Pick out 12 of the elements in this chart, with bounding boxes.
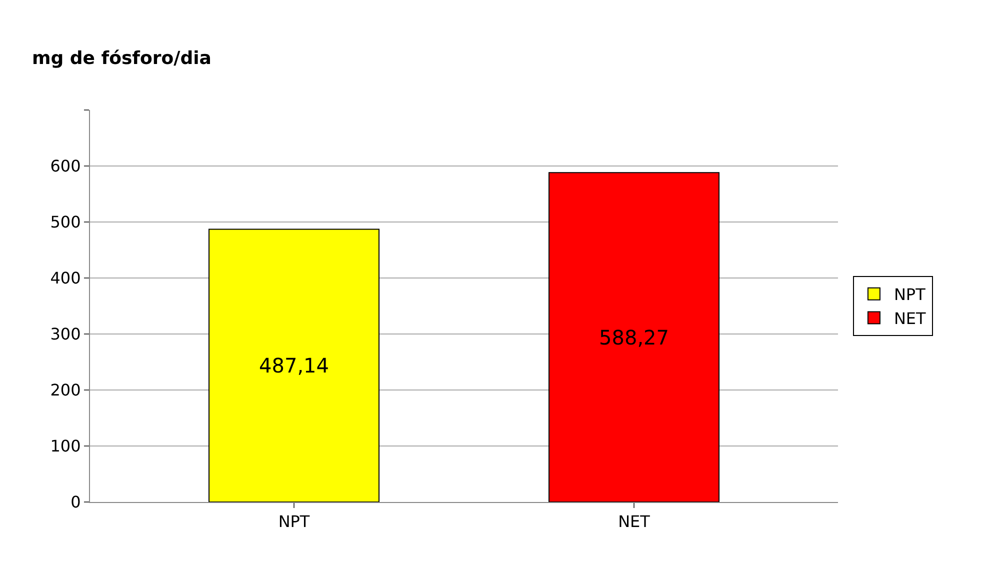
y-tick-label: 400 [50,268,81,288]
y-tick-label: 0 [70,492,81,512]
legend-label: NPT [894,285,926,304]
legend-label: NET [894,308,926,328]
data-label: 487,14 [259,354,329,378]
y-tick-label: 300 [50,324,81,344]
y-tick-label: 100 [50,436,81,456]
data-label: 588,27 [599,325,669,350]
y-tick-label: 600 [50,156,81,176]
y-tick-label: 500 [50,212,81,232]
y-axis-title: mg de fósforo/dia [32,48,212,69]
y-tick-label: 200 [50,380,81,400]
